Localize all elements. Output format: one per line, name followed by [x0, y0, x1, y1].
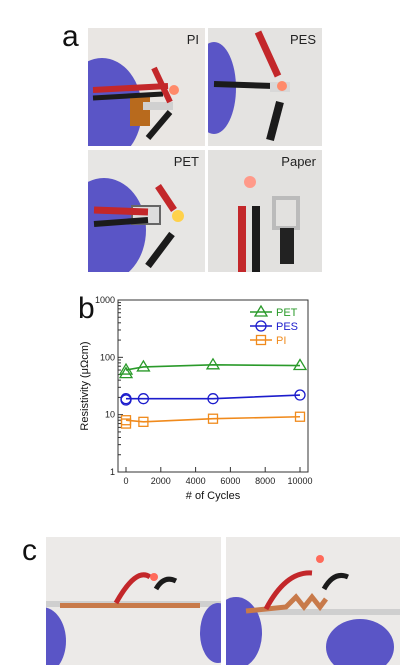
photo-pet-illustration — [88, 178, 184, 272]
y-tick-label: 100 — [100, 352, 115, 362]
x-axis-label: # of Cycles — [186, 490, 241, 502]
photo-bending-curved-illustration — [226, 555, 400, 665]
x-tick-label: 10000 — [287, 476, 312, 486]
data-point-pi — [294, 411, 306, 422]
data-point-pi — [207, 413, 219, 424]
data-point-pet — [118, 362, 134, 375]
photo-bending-curved — [226, 537, 400, 665]
data-point-pes — [120, 393, 132, 405]
y-tick-label: 1000 — [95, 295, 115, 305]
panel-label-c: c — [22, 534, 37, 567]
legend-marker-pet — [253, 304, 269, 317]
photo-pi-illustration — [88, 58, 179, 146]
legend-label-pi: PI — [276, 335, 286, 347]
data-point-pet-initial — [118, 366, 134, 379]
photo-bending-flat-illustration — [46, 572, 221, 665]
photo-pi: PI — [88, 28, 205, 146]
series-line-pi — [125, 415, 301, 423]
legend-label-pet: PET — [276, 307, 298, 319]
y-axis-label: Resistivity (μΩcm) — [79, 341, 91, 430]
data-point-pet — [136, 359, 151, 372]
legend-label-pes: PES — [276, 321, 298, 333]
legend-marker-pi — [255, 334, 267, 346]
data-point-pi — [120, 415, 132, 426]
photo-label-pes: PES — [289, 32, 316, 47]
y-tick-label: 1 — [110, 467, 115, 477]
data-point-pes — [207, 393, 219, 405]
x-tick-label: 4000 — [186, 476, 206, 486]
data-point-pet — [205, 357, 221, 370]
x-tick-label: 0 — [123, 476, 128, 486]
data-point-pi — [138, 416, 149, 427]
photo-paper-illustration — [238, 176, 300, 272]
resistivity-chart: 1 10 100 1000 0 2000 4000 6000 8000 10000 # of Cyc… — [60, 292, 330, 517]
photo-bending-flat — [46, 537, 221, 665]
x-tick-label: 8000 — [255, 476, 275, 486]
y-tick-label: 10 — [105, 410, 115, 420]
series-line-pet — [125, 364, 301, 371]
photo-paper: Paper — [208, 150, 322, 272]
photo-label-pi: PI — [186, 32, 199, 47]
photo-label-paper: Paper — [281, 154, 316, 169]
photo-label-pet: PET — [173, 154, 199, 169]
plot-frame — [117, 299, 309, 473]
photo-pes-illustration — [208, 30, 290, 142]
data-point-pet — [292, 358, 308, 371]
panel-label-a: a — [62, 20, 79, 53]
series-line-pes — [126, 394, 301, 400]
photo-pes: PES — [208, 28, 322, 146]
x-tick-label: 2000 — [151, 476, 171, 486]
panel-label-b: b — [78, 292, 95, 325]
data-point-pes — [137, 393, 150, 405]
x-tick-label: 6000 — [220, 476, 240, 486]
photo-pet: PET — [88, 150, 205, 272]
data-point-pes — [294, 389, 306, 401]
legend-marker-pes — [255, 320, 267, 332]
